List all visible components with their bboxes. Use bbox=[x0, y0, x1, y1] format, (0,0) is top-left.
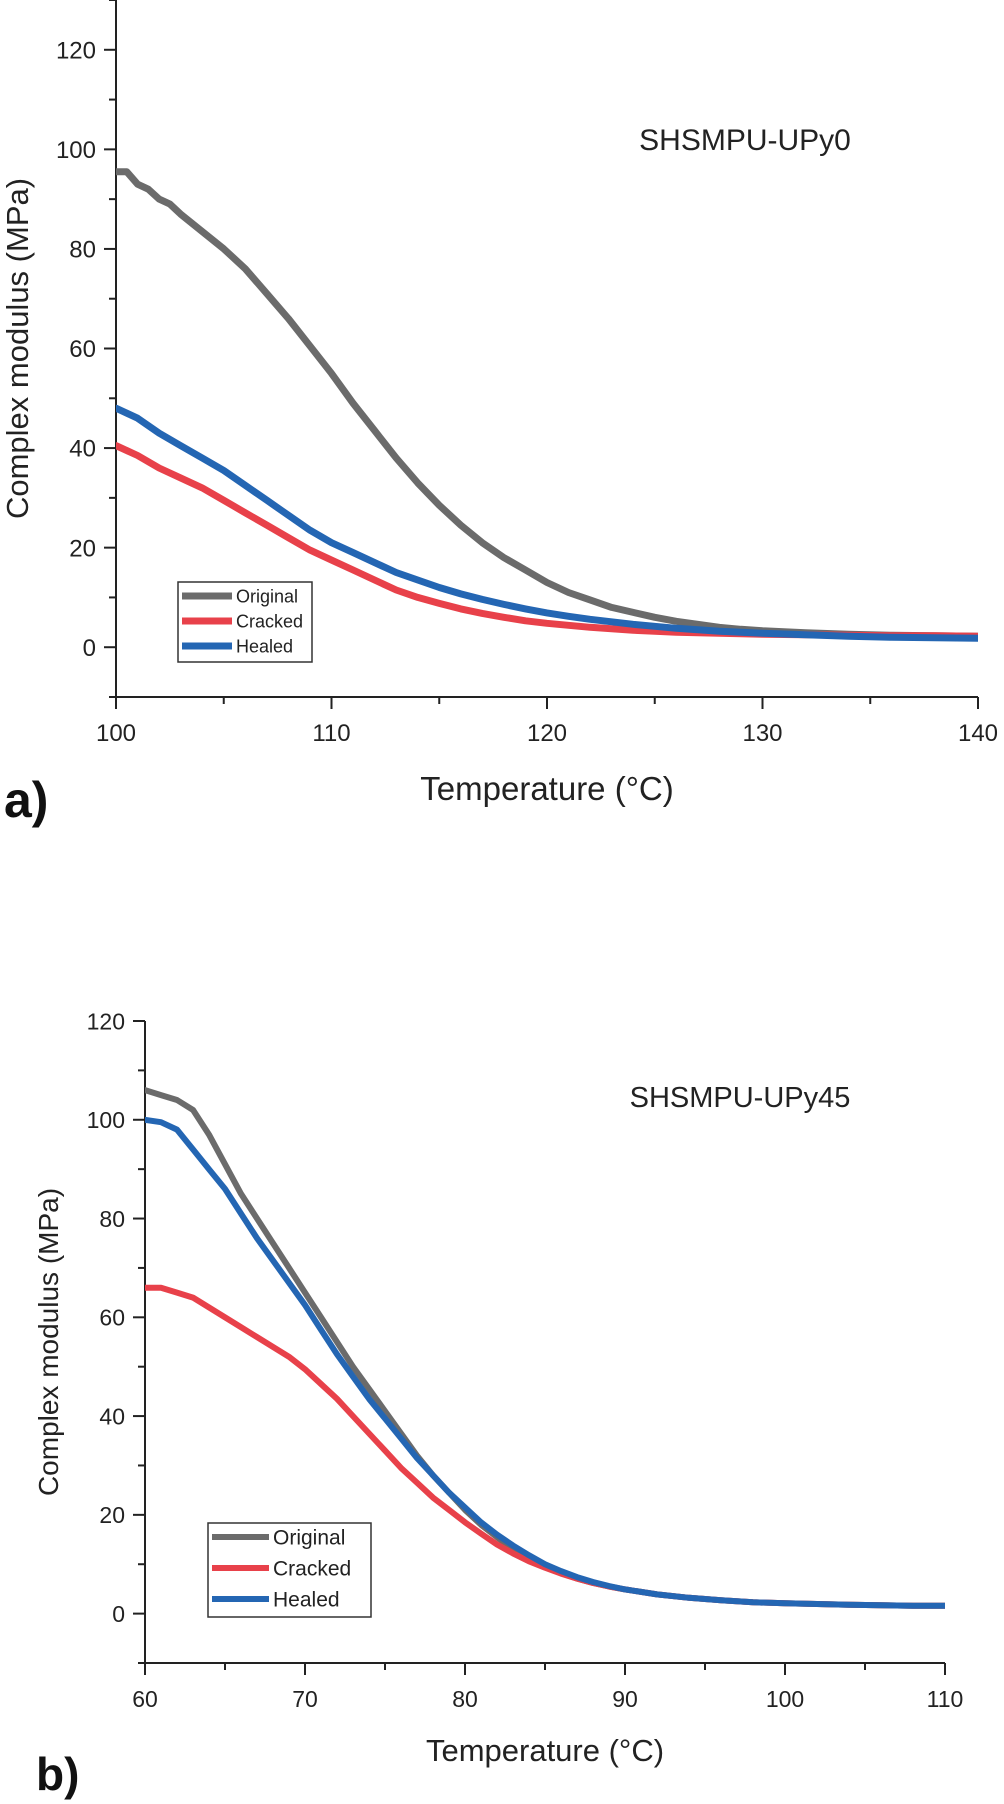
x-tick-label: 110 bbox=[312, 720, 350, 747]
legend: Original Cracked Healed bbox=[207, 1522, 372, 1618]
legend-label-healed: Healed bbox=[236, 636, 293, 656]
x-tick-label: 70 bbox=[292, 1686, 318, 1712]
x-tick-label: 90 bbox=[612, 1686, 638, 1712]
x-tick-label: 130 bbox=[742, 720, 782, 747]
panel-a-chart: 100 110 120 130 140 0 20 40 60 80 100 120 Temperatur… bbox=[0, 0, 998, 828]
y-tick-label: 20 bbox=[99, 1502, 125, 1528]
series-line-healed bbox=[116, 404, 978, 642]
y-tick-label: 100 bbox=[56, 137, 96, 164]
legend-label-healed: Healed bbox=[273, 1589, 340, 1612]
y-axis-title: Complex modulus (MPa) bbox=[33, 1188, 64, 1496]
y-tick-label: 80 bbox=[69, 237, 96, 264]
y-tick-label: 20 bbox=[69, 535, 96, 562]
x-tick-label: 80 bbox=[452, 1686, 478, 1712]
legend-label-original: Original bbox=[236, 586, 298, 606]
series-line-original bbox=[116, 168, 978, 640]
x-axis-title: Temperature (°C) bbox=[426, 1733, 664, 1768]
x-tick-label: 100 bbox=[766, 1686, 804, 1712]
y-axis-title: Complex modulus (MPa) bbox=[0, 178, 35, 519]
y-tick-label: 60 bbox=[69, 336, 96, 363]
y-tick-label: 80 bbox=[99, 1206, 125, 1232]
y-tick-label: 100 bbox=[87, 1107, 125, 1133]
y-tick-label: 120 bbox=[56, 37, 96, 64]
series-group bbox=[145, 1087, 945, 1609]
x-tick-label: 100 bbox=[96, 720, 136, 747]
legend-label-cracked: Cracked bbox=[236, 611, 303, 631]
y-tick-label: 60 bbox=[99, 1305, 125, 1331]
y-tick-label: 0 bbox=[83, 635, 96, 662]
series-line-healed bbox=[145, 1116, 945, 1609]
x-tick-label: 110 bbox=[927, 1686, 964, 1712]
sample-annotation: SHSMPU-UPy0 bbox=[639, 124, 851, 157]
legend-label-original: Original bbox=[273, 1527, 345, 1550]
series-group bbox=[116, 168, 978, 642]
panel-b-chart: 60 70 80 90 100 110 0 20 40 60 80 100 120 Temperature… bbox=[33, 1008, 963, 1800]
y-tick-label: 40 bbox=[69, 436, 96, 463]
y-tick-label: 40 bbox=[99, 1403, 125, 1429]
x-tick-label: 60 bbox=[132, 1686, 158, 1712]
panel-label: a) bbox=[4, 772, 48, 828]
x-tick-label: 140 bbox=[958, 720, 998, 747]
y-tick-label: 0 bbox=[112, 1601, 125, 1627]
x-tick-label: 120 bbox=[527, 720, 567, 747]
x-axis-title: Temperature (°C) bbox=[420, 770, 673, 807]
sample-annotation: SHSMPU-UPy45 bbox=[630, 1082, 851, 1114]
legend: Original Cracked Healed bbox=[177, 581, 313, 663]
panel-label: b) bbox=[36, 1748, 79, 1800]
y-tick-label: 120 bbox=[87, 1008, 125, 1034]
legend-label-cracked: Cracked bbox=[273, 1558, 351, 1581]
